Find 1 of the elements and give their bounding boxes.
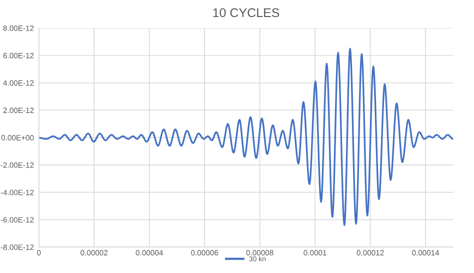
chart-title: 10 CYCLES <box>213 8 280 18</box>
